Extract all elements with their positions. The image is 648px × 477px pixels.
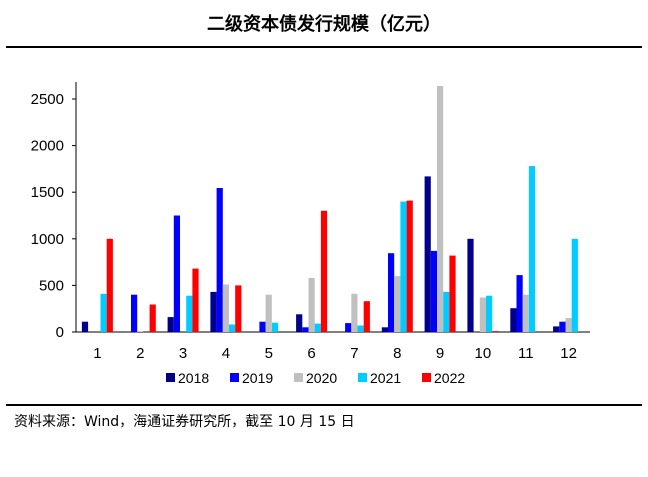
bar-2022-6 [320,210,328,332]
bar-2018-6 [296,314,303,332]
bar-2022-3 [192,268,199,332]
bar-2020-12 [565,318,572,332]
bar-2018-8 [381,327,388,332]
x-tick-label: 1 [93,345,101,362]
bar-2021-3 [186,295,193,332]
bar-2019-9 [430,250,437,332]
bar-2020-2 [137,331,144,332]
chart-title: 二级资本债发行规模（亿元） [207,14,441,35]
x-tick-label: 5 [265,345,273,362]
bar-2022-9 [449,255,456,332]
source-note: 资料来源：Wind，海通证券研究所，截至 10 月 15 日 [14,414,355,430]
bar-2021-1 [100,293,107,332]
bar-2018-3 [167,317,174,332]
bar-2021-6 [314,323,321,332]
bar-2021-4 [229,324,236,332]
bar-2019-2 [131,294,138,332]
x-tick-label: 4 [222,345,230,362]
bar-2022-10 [492,331,499,332]
x-tick-label: 6 [307,345,315,362]
bar-2018-10 [467,238,474,332]
legend-swatch-2018 [166,373,175,382]
x-tick-label: 2 [136,345,144,362]
bar-2021-9 [443,291,450,332]
x-tick-label: 3 [179,345,187,362]
bar-2022-1 [106,238,113,332]
bar-2021-8 [400,201,407,332]
bar-2021-12 [571,238,578,332]
bar-2019-4 [216,188,223,332]
bar-2020-11 [522,294,529,332]
bar-2019-6 [302,327,309,332]
bar-2022-2 [149,304,156,332]
x-tick-label: 10 [475,345,492,362]
legend-swatch-2020 [294,373,303,382]
bar-2020-8 [394,276,401,332]
x-tick-label: 7 [350,345,358,362]
y-tick-label: 1000 [31,231,64,248]
bar-2020-4 [222,284,229,332]
y-tick-label: 2000 [31,138,64,155]
bar-2018-11 [510,308,517,332]
bar-2021-5 [271,322,279,332]
legend-label-2020: 2020 [306,370,337,386]
bar-2018-4 [210,291,217,332]
bar-2020-10 [479,297,486,332]
legend-swatch-2022 [422,373,431,382]
bar-2022-4 [235,285,242,332]
bar-2021-11 [528,166,536,332]
x-tick-label: 8 [393,345,401,362]
legend-label-2022: 2022 [434,370,465,386]
bottom-rule [6,404,642,406]
legend-swatch-2019 [230,373,239,382]
bar-2018-9 [424,176,431,332]
bar-2020-5 [265,294,272,332]
x-tick-label: 9 [436,345,444,362]
bar-2020-9 [437,86,444,332]
bar-2020-6 [308,277,315,332]
legend-label-2018: 2018 [178,370,209,386]
y-tick-label: 500 [39,277,64,294]
bar-2019-11 [516,275,523,332]
bar-2022-8 [406,200,413,332]
legend-label-2021: 2021 [370,370,401,386]
bar-2019-8 [388,253,395,332]
bar-2019-3 [173,215,180,332]
y-tick-label: 1500 [31,184,64,201]
bar-2018-1 [81,321,89,332]
legend-label-2019: 2019 [242,370,273,386]
bar-2022-7 [363,301,370,332]
top-rule [6,46,642,48]
x-tick-label: 11 [518,345,534,362]
bar-2021-7 [357,325,364,332]
x-tick-label: 12 [560,345,577,362]
y-tick-label: 2500 [31,91,64,108]
legend-swatch-2021 [358,373,367,382]
bar-2018-12 [553,326,560,332]
bar-2021-10 [486,295,493,332]
bar-2020-7 [351,293,358,332]
y-tick-label: 0 [56,324,64,341]
bar-2019-5 [259,321,266,332]
bar-2019-7 [345,323,352,332]
bar-2019-12 [559,321,566,332]
